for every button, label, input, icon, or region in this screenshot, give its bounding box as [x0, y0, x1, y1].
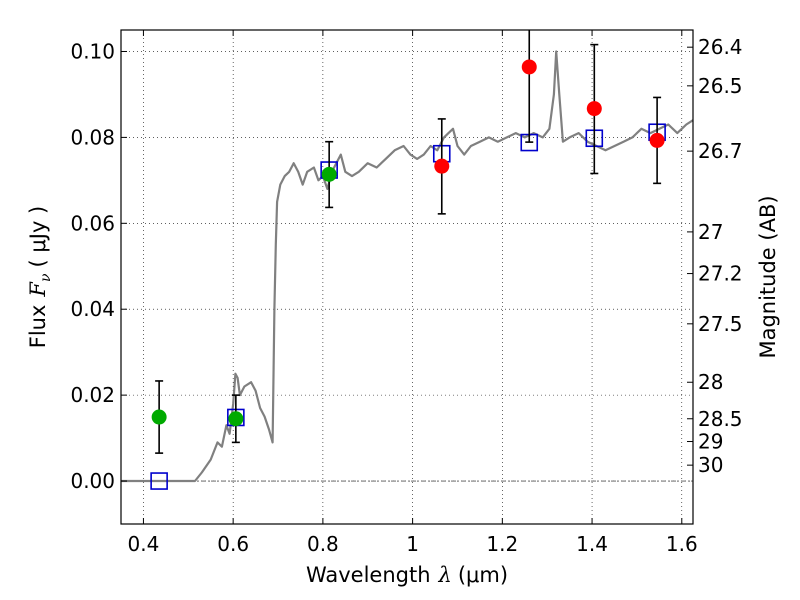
y2-tick-label-4: 27.2 — [698, 262, 743, 286]
observed-point-1-1 — [521, 59, 537, 75]
y2-tick-label-3: 27 — [698, 220, 723, 244]
x-tick-label-2: 0.8 — [307, 532, 339, 556]
y2-tick-label-8: 29 — [698, 430, 723, 454]
y2-tick-label-7: 28.5 — [698, 407, 743, 431]
x-tick-label-1: 0.6 — [217, 532, 249, 556]
y2-tick-label-2: 26.7 — [698, 139, 743, 163]
y2-tick-label-0: 26.4 — [698, 35, 743, 59]
y2-tick-label-6: 28 — [698, 370, 723, 394]
y-axis-label-unit: ( μJy ) — [26, 206, 50, 268]
grid-layer — [121, 30, 693, 524]
y-tick-label-5: 0.10 — [70, 39, 115, 63]
y-tick-label-0: 0.00 — [70, 469, 115, 493]
tick-layer: 0.4 0.6 0.8 1 1.2 1.4 1.6 0.00 0.02 0.04 0.06 0.08 0… — [70, 30, 743, 556]
y-axis-label-math: F — [26, 281, 50, 298]
x-axis-label-math: λ — [438, 563, 452, 587]
y-tick-label-2: 0.04 — [70, 297, 115, 321]
y2-tick-label-1: 26.5 — [698, 74, 743, 98]
x-tick-label-4: 1.2 — [486, 532, 518, 556]
y-axis-label-prefix: Flux — [26, 305, 50, 349]
plot-frame — [120, 29, 694, 525]
x-axis-label-unit: (μm) — [458, 563, 508, 587]
observed-point-1-0 — [434, 158, 450, 174]
observed-point-0-0 — [151, 409, 167, 425]
x-axis-label-prefix: Wavelength — [306, 563, 431, 587]
y-tick-label-1: 0.02 — [70, 383, 115, 407]
x-tick-label-0: 0.4 — [128, 532, 160, 556]
x-tick-label-3: 1 — [406, 532, 419, 556]
y-axis-label-sub: ν — [38, 273, 54, 282]
x-tick-label-6: 1.6 — [666, 532, 698, 556]
observed-point-0-1 — [228, 411, 244, 427]
y2-tick-label-5: 27.5 — [698, 312, 743, 336]
y-tick-label-3: 0.06 — [70, 211, 115, 235]
model-band-square-0 — [150, 472, 168, 490]
x-axis-label: Wavelength λ (μm) — [306, 563, 508, 587]
y2-axis-label: Magnitude (AB) — [756, 195, 780, 358]
y2-tick-label-9: 30 — [698, 453, 723, 477]
model-spectrum-line — [121, 50, 693, 483]
plot-area — [121, 30, 693, 490]
observed-point-1-3 — [649, 132, 665, 148]
x-tick-label-5: 1.4 — [576, 532, 608, 556]
observed-point-0-2 — [321, 166, 337, 182]
y-axis-label: Flux Fν ( μJy ) — [26, 206, 54, 348]
y-tick-label-4: 0.08 — [70, 125, 115, 149]
observed-point-1-2 — [586, 101, 602, 117]
